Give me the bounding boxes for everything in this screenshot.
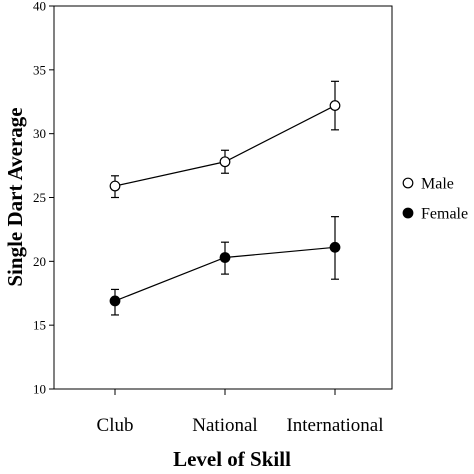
x-tick-label: Club [97, 415, 134, 436]
y-tick-label: 30 [33, 126, 46, 141]
series-layer [109, 80, 341, 316]
x-axis: Club National International [97, 389, 384, 436]
series-female [109, 216, 341, 316]
legend-marker-female [402, 207, 414, 219]
y-tick-label: 25 [33, 190, 46, 205]
data-point [219, 252, 231, 263]
y-tick-label: 20 [33, 254, 46, 269]
data-point [329, 241, 341, 253]
y-tick-label: 40 [33, 0, 46, 14]
series-male [109, 80, 341, 199]
y-axis-title: Single Dart Average [3, 107, 27, 286]
legend-label-male: Male [421, 176, 454, 193]
x-axis-title: Level of Skill [173, 447, 291, 471]
y-tick-label: 35 [33, 62, 46, 77]
legend-marker-male [402, 177, 414, 189]
x-tick-label: National [192, 415, 257, 436]
y-axis: 10 15 20 25 30 35 40 [33, 0, 54, 397]
legend: Male Female [402, 176, 468, 223]
y-tick-label: 10 [33, 382, 46, 397]
data-point [109, 295, 121, 307]
y-tick-label: 15 [33, 318, 46, 333]
data-point [329, 100, 341, 111]
legend-label-female: Female [421, 206, 468, 223]
series-line [114, 105, 336, 187]
data-point [109, 180, 121, 192]
x-tick-label: International [286, 415, 383, 436]
plot-frame [53, 5, 393, 390]
data-point [219, 156, 231, 168]
